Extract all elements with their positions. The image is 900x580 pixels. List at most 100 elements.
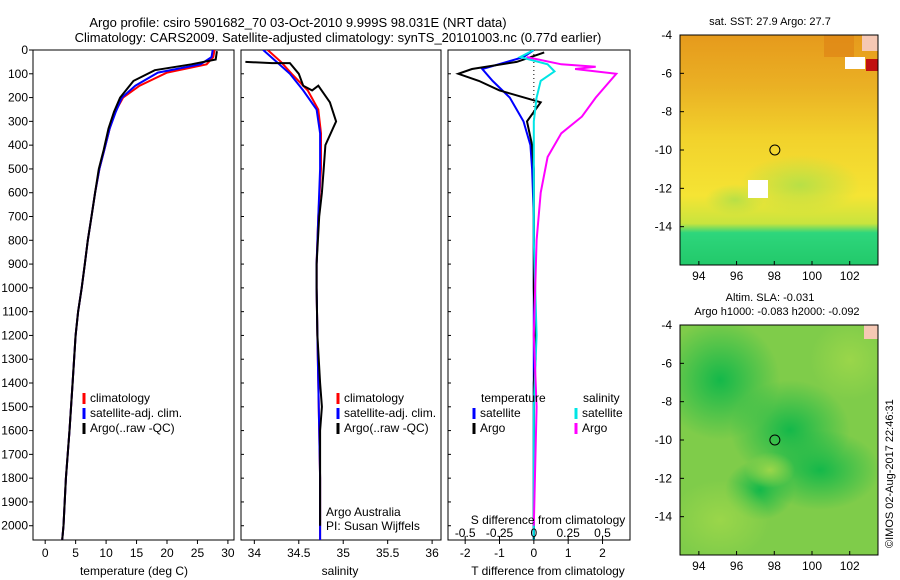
salinity-xtick-label: 35.5 (376, 546, 400, 560)
temperature-ytick-label: 1600 (1, 424, 28, 438)
t-diff-xtick-label: -1 (494, 546, 505, 560)
temperature-xtick-label: 10 (99, 546, 113, 560)
temperature-ytick-label: 300 (8, 114, 28, 128)
temperature-ytick-label: 1200 (1, 328, 28, 342)
t-diff-xtick-label: 2 (599, 546, 606, 560)
temperature-legend-label: Argo(..raw -QC) (90, 421, 175, 435)
sla-map-subtitle: Argo h1000: -0.083 h2000: -0.092 (694, 306, 859, 318)
temperature-ytick-label: 900 (8, 257, 28, 271)
s-diff-xtick-label: 0.25 (557, 526, 581, 540)
s-diff-xtick-label: -0.25 (486, 526, 514, 540)
sla_map-ytick-label: -6 (661, 356, 672, 370)
salinity-xlabel: salinity (322, 564, 359, 578)
salinity-xtick-label: 35 (337, 546, 351, 560)
sla-land-patch (864, 325, 878, 339)
temperature-ytick-label: 200 (8, 91, 28, 105)
sla_map-xtick-label: 94 (692, 559, 706, 573)
temperature-ytick-label: 600 (8, 186, 28, 200)
salinity-line-argo-raw-qc- (245, 60, 338, 526)
salinity-legend-label: Argo(..raw -QC) (344, 421, 429, 435)
t-diff-legend-label: satellite (480, 406, 521, 420)
difference-line-t-argo (455, 51, 545, 540)
temperature-line-argo-raw-qc- (61, 51, 218, 540)
temperature-legend-title: temperature (481, 391, 546, 405)
temperature-xlabel: temperature (deg C) (80, 564, 188, 578)
s-diff-xtick-label: -0.5 (455, 526, 476, 540)
temperature-xtick-label: 20 (160, 546, 174, 560)
salinity-xtick-label: 34 (248, 546, 262, 560)
temperature-xtick-label: 25 (191, 546, 205, 560)
sst_map-xtick-label: 98 (768, 269, 782, 283)
temperature-xtick-label: 30 (221, 546, 235, 560)
sst-argo-marker (769, 144, 781, 156)
difference-line-s-argo (526, 56, 619, 526)
sst-missing-patch (845, 57, 865, 69)
sst-hot-patch (866, 59, 878, 71)
temperature-ytick-label: 400 (8, 138, 28, 152)
sla-map-title: Altim. SLA: -0.031 (726, 292, 815, 304)
sst_map-ytick-label: -12 (655, 181, 673, 195)
temperature-ytick-label: 0 (21, 43, 28, 57)
temperature-ytick-label: 2000 (1, 519, 28, 533)
salinity-xtick-label: 36 (425, 546, 439, 560)
sst-field (680, 35, 878, 265)
t-diff-legend-label: Argo (480, 421, 506, 435)
difference-legend: temperature salinitysatelliteArgosatellit… (472, 391, 623, 435)
temperature-ytick-label: 800 (8, 233, 28, 247)
sst_map-ytick-label: -8 (661, 105, 672, 119)
temperature-plot-frame (32, 49, 235, 541)
sla_map-xtick-label: 98 (768, 559, 782, 573)
s-diff-legend-label: satellite (582, 406, 623, 420)
salinity-profile-panel: 34 34.5 35 35.5 36 salinity climatologysatel… (240, 49, 442, 578)
temperature-ytick-label: 1500 (1, 400, 28, 414)
temperature-ytick-label: 1700 (1, 447, 28, 461)
salinity-legend-title: salinity (583, 391, 620, 405)
salinity-legend-label: climatology (344, 391, 404, 405)
argo-australia-label: Argo Australia (326, 505, 401, 519)
sla_map-ytick-label: -10 (655, 433, 673, 447)
temperature-ytick-label: 1000 (1, 281, 28, 295)
t-diff-xtick-label: 1 (565, 546, 572, 560)
sst-land-patch (862, 35, 878, 51)
t-diff-xtick-label: 0 (531, 546, 538, 560)
temperature-profile-panel: 0 5 10 15 20 25 300100200300400500600700800900… (1, 43, 235, 578)
salinity-plot-frame (240, 49, 442, 541)
sst_map-ytick-label: -10 (655, 143, 673, 157)
sla-argo-marker (769, 434, 781, 446)
sla_map-ytick-label: -12 (655, 471, 673, 485)
t-diff-xtick-label: -2 (460, 546, 471, 560)
sla_map-xtick-label: 102 (840, 559, 860, 573)
sla-field (680, 325, 878, 555)
temperature-ytick-label: 1300 (1, 352, 28, 366)
figure-title-line2: Climatology: CARS2009. Satellite-adjuste… (75, 30, 602, 45)
sla_map-ytick-label: -14 (655, 510, 673, 524)
sla_map-ytick-label: -4 (661, 318, 672, 332)
salinity-xtick-label: 34.5 (287, 546, 311, 560)
sla_map-xtick-label: 96 (730, 559, 744, 573)
sst-map-panel: sat. SST: 27.9 Argo: 27.7 94 96 98 100 102 -4… (655, 16, 879, 283)
s-diff-xtick-label: 0.5 (594, 526, 611, 540)
temperature-xtick-label: 15 (130, 546, 144, 560)
sst_map-xtick-label: 94 (692, 269, 706, 283)
figure-title-line1: Argo profile: csiro 5901682_70 03-Oct-20… (89, 15, 506, 30)
sla_map-xtick-label: 100 (802, 559, 822, 573)
temperature-ytick-label: 100 (8, 67, 28, 81)
s-diff-xtick-label: 0 (531, 526, 538, 540)
sla_map-ytick-label: -8 (661, 395, 672, 409)
s-difference-xlabel: S difference from climatology (471, 513, 626, 527)
pi-label: PI: Susan Wijffels (326, 519, 420, 533)
sst_map-xtick-label: 96 (730, 269, 744, 283)
temperature-ytick-label: 1900 (1, 495, 28, 509)
temperature-legend-label: climatology (90, 391, 150, 405)
difference-line-s-satellite (517, 50, 557, 540)
sst_map-xtick-label: 100 (802, 269, 822, 283)
sst-cloud-patch (748, 180, 768, 198)
sst_map-ytick-label: -14 (655, 220, 673, 234)
temperature-ytick-label: 700 (8, 210, 28, 224)
s-diff-legend-label: Argo (582, 421, 608, 435)
imos-timestamp: ©IMOS 02-Aug-2017 22:46:31 (884, 399, 896, 548)
temperature-ytick-label: 1400 (1, 376, 28, 390)
